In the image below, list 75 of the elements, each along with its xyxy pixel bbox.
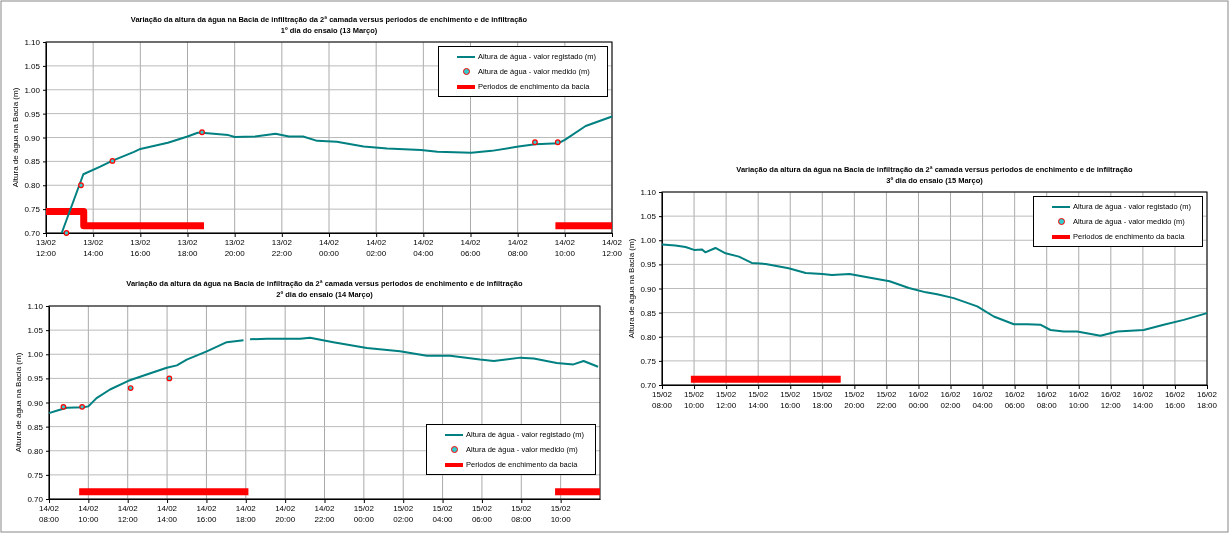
y-axis-title: Altura de água na Bacia (m) <box>14 352 23 453</box>
y-axis-title: Altura de água na Bacia (m) <box>11 87 20 188</box>
x-tick-label: 14/02 16:00 <box>196 504 217 524</box>
y-tick-label: 0.85 <box>24 157 41 167</box>
x-tick-label: 14/02 14:00 <box>157 504 178 524</box>
y-tick-label: 1.10 <box>27 302 44 312</box>
x-tick-label: 16/02 14:00 <box>1132 390 1154 410</box>
x-tick-label: 16/02 02:00 <box>940 390 962 410</box>
x-tick-label: 13/02 12:00 <box>35 238 57 258</box>
x-tick-label: 15/02 12:00 <box>716 390 737 410</box>
x-tick-label: 16/02 12:00 <box>1100 390 1122 410</box>
x-tick-label: 13/02 14:00 <box>83 238 104 258</box>
x-tick-label: 13/02 16:00 <box>130 238 151 258</box>
x-tick-label: 16/02 04:00 <box>972 390 994 410</box>
y-tick-label: 0.70 <box>24 229 41 239</box>
x-tick-label: 14/02 04:00 <box>413 238 434 258</box>
x-tick-label: 14/02 18:00 <box>235 504 257 524</box>
y-tick-label: 0.95 <box>640 260 657 270</box>
x-tick-label: 14/02 00:00 <box>318 238 340 258</box>
x-tick-label: 14/02 12:00 <box>601 238 623 258</box>
x-tick-label: 15/02 08:00 <box>651 390 673 410</box>
y-tick-label: 0.90 <box>27 398 44 408</box>
y-tick-label: 1.00 <box>640 236 657 246</box>
y-tick-label: 0.80 <box>640 332 657 342</box>
y-tick-label: 1.00 <box>24 85 41 95</box>
x-tick-label: 14/02 20:00 <box>275 504 296 524</box>
x-tick-label: 15/02 02:00 <box>393 504 414 524</box>
y-tick-label: 0.95 <box>24 109 41 119</box>
x-tick-label: 15/02 14:00 <box>748 390 769 410</box>
x-tick-label: 14/02 06:00 <box>460 238 482 258</box>
x-tick-label: 13/02 22:00 <box>271 238 293 258</box>
x-tick-label: 15/02 06:00 <box>471 504 493 524</box>
y-tick-label: 1.10 <box>640 188 657 198</box>
x-tick-label: 16/02 00:00 <box>908 390 930 410</box>
y-tick-label: 0.75 <box>27 470 44 480</box>
x-tick-label: 15/02 04:00 <box>432 504 454 524</box>
y-tick-label: 1.05 <box>640 212 657 222</box>
x-tick-label: 13/02 18:00 <box>177 238 199 258</box>
x-tick-label: 15/02 20:00 <box>844 390 865 410</box>
x-tick-label: 16/02 18:00 <box>1196 390 1218 410</box>
y-tick-label: 0.85 <box>640 308 657 318</box>
y-tick-label: 0.95 <box>27 374 44 384</box>
x-tick-label: 15/02 18:00 <box>812 390 833 410</box>
y-tick-label: 0.70 <box>640 381 657 391</box>
y-tick-label: 1.00 <box>27 350 44 360</box>
x-tick-label: 15/02 08:00 <box>511 504 532 524</box>
y-tick-label: 0.90 <box>640 284 657 294</box>
x-tick-label: 16/02 16:00 <box>1164 390 1186 410</box>
x-tick-label: 14/02 12:00 <box>117 504 139 524</box>
x-tick-label: 15/02 10:00 <box>684 390 705 410</box>
y-tick-label: 0.80 <box>24 181 41 191</box>
x-tick-label: 13/02 20:00 <box>224 238 246 258</box>
x-tick-label: 14/02 22:00 <box>314 504 336 524</box>
x-tick-label: 14/02 08:00 <box>507 238 529 258</box>
x-tick-label: 15/02 10:00 <box>550 504 572 524</box>
x-tick-label: 14/02 10:00 <box>554 238 576 258</box>
y-tick-label: 0.80 <box>27 446 44 456</box>
x-tick-label: 16/02 10:00 <box>1068 390 1090 410</box>
x-tick-label: 15/02 00:00 <box>353 504 375 524</box>
x-tick-label: 16/02 06:00 <box>1004 390 1026 410</box>
y-tick-label: 0.70 <box>27 495 44 505</box>
x-tick-label: 14/02 02:00 <box>366 238 387 258</box>
y-axis-title: Altura de água na Bacia (m) <box>627 238 636 339</box>
x-tick-label: 15/02 22:00 <box>876 390 897 410</box>
y-tick-label: 1.05 <box>24 61 41 71</box>
x-tick-label: 14/02 10:00 <box>78 504 99 524</box>
y-tick-label: 0.75 <box>24 205 41 215</box>
x-tick-label: 14/02 08:00 <box>38 504 60 524</box>
y-tick-label: 0.90 <box>24 133 41 143</box>
x-tick-label: 16/02 08:00 <box>1036 390 1058 410</box>
y-tick-label: 0.85 <box>27 422 44 432</box>
y-tick-label: 1.05 <box>27 326 44 336</box>
y-tick-label: 0.75 <box>640 356 657 366</box>
y-tick-label: 1.10 <box>24 38 41 48</box>
x-tick-label: 15/02 16:00 <box>780 390 801 410</box>
